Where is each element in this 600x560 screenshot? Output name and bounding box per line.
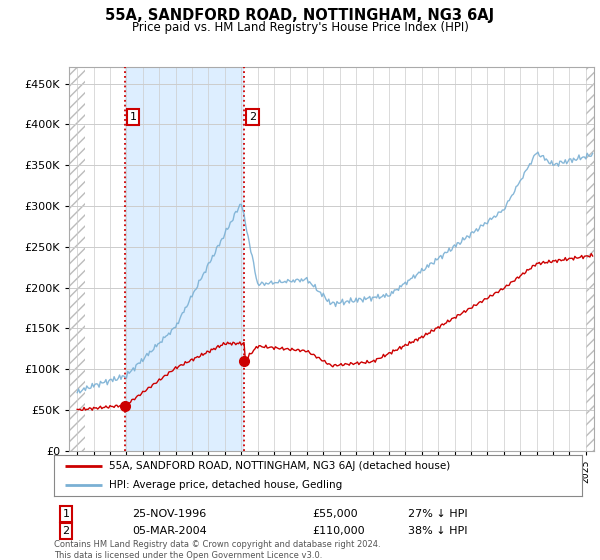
Text: 2: 2	[249, 112, 256, 122]
Text: 1: 1	[130, 112, 137, 122]
Text: 27% ↓ HPI: 27% ↓ HPI	[408, 509, 467, 519]
Text: Contains HM Land Registry data © Crown copyright and database right 2024.
This d: Contains HM Land Registry data © Crown c…	[54, 540, 380, 559]
Text: HPI: Average price, detached house, Gedling: HPI: Average price, detached house, Gedl…	[109, 480, 343, 489]
Bar	[586, 67, 594, 451]
Bar	[69, 67, 85, 451]
Text: 38% ↓ HPI: 38% ↓ HPI	[408, 526, 467, 536]
Bar	[125, 67, 244, 451]
Text: Price paid vs. HM Land Registry's House Price Index (HPI): Price paid vs. HM Land Registry's House …	[131, 21, 469, 34]
Text: 2: 2	[62, 526, 70, 536]
Text: 25-NOV-1996: 25-NOV-1996	[132, 509, 206, 519]
Text: 55A, SANDFORD ROAD, NOTTINGHAM, NG3 6AJ (detached house): 55A, SANDFORD ROAD, NOTTINGHAM, NG3 6AJ …	[109, 461, 451, 471]
Text: £110,000: £110,000	[312, 526, 365, 536]
Text: 55A, SANDFORD ROAD, NOTTINGHAM, NG3 6AJ: 55A, SANDFORD ROAD, NOTTINGHAM, NG3 6AJ	[106, 8, 494, 24]
Text: 05-MAR-2004: 05-MAR-2004	[132, 526, 207, 536]
Text: 1: 1	[62, 509, 70, 519]
Text: £55,000: £55,000	[312, 509, 358, 519]
